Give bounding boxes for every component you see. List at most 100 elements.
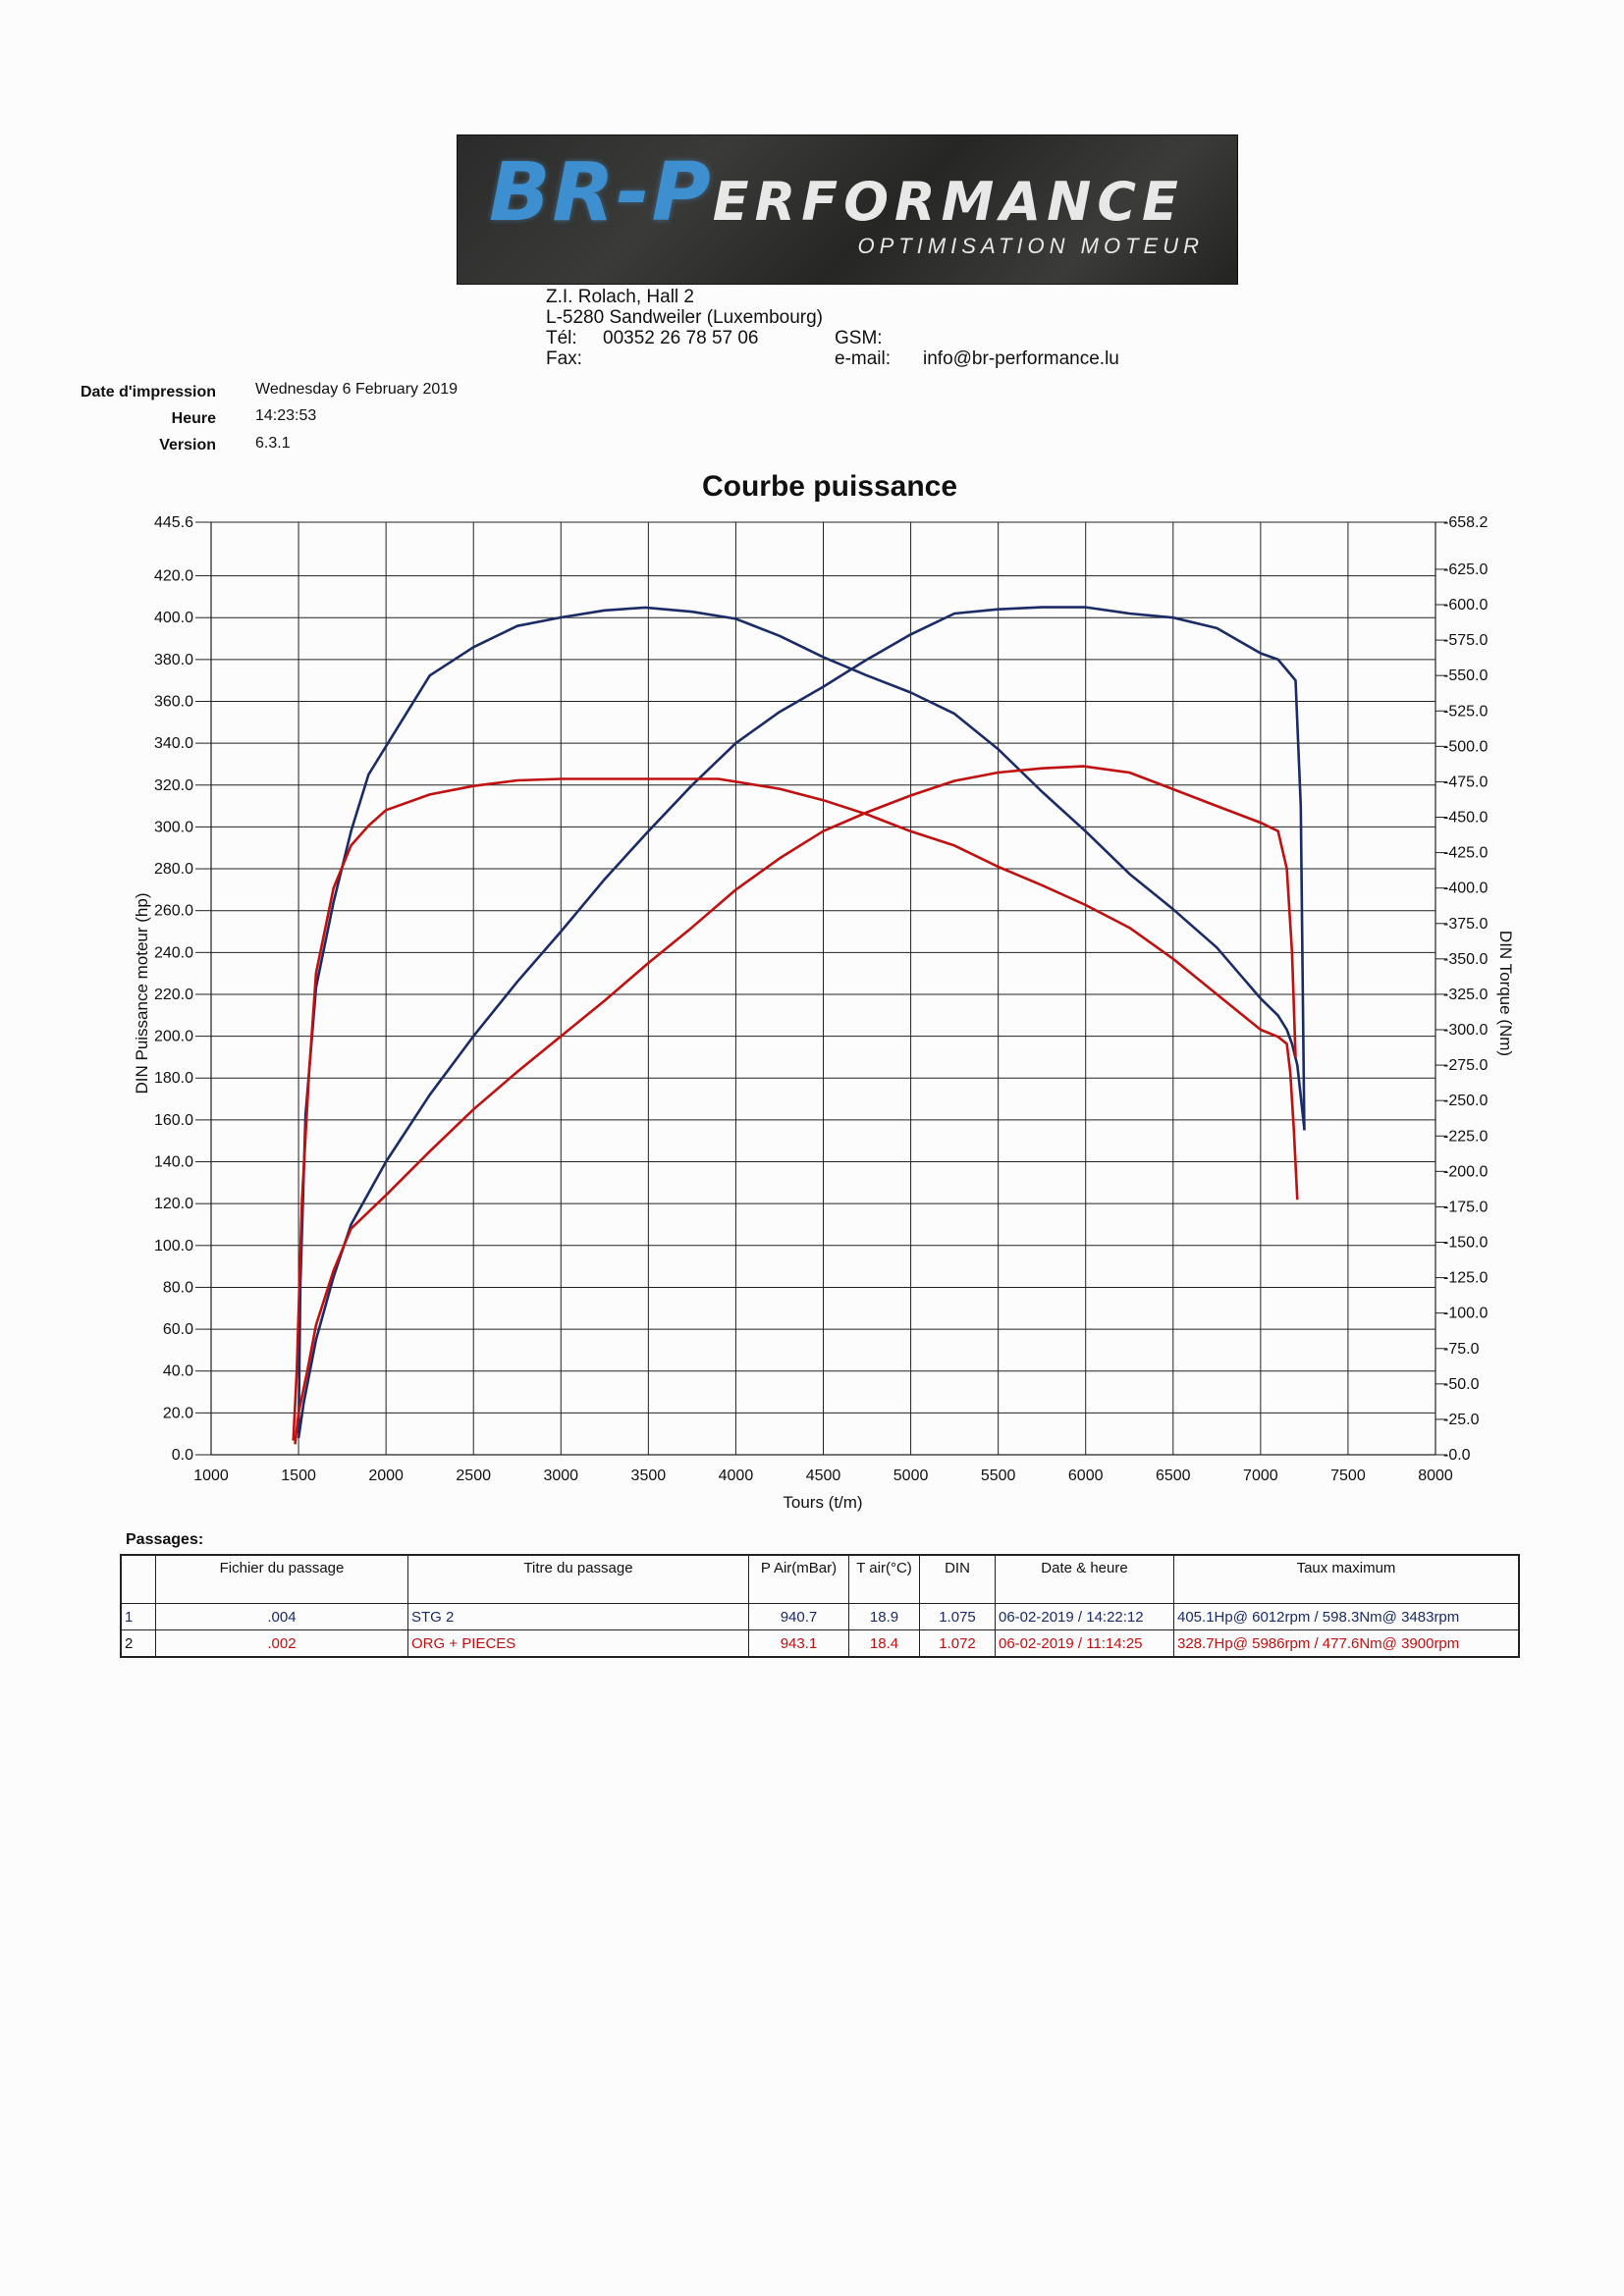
col-file: Fichier du passage	[155, 1554, 408, 1604]
y2-axis-label: DIN Torque (Nm)	[1496, 931, 1515, 1056]
version-value: 6.3.1	[255, 435, 291, 452]
y2-tick-label: -200.0	[1443, 1163, 1488, 1180]
x-tick-label: 7500	[1330, 1468, 1366, 1484]
y2-tick-label: -350.0	[1443, 951, 1488, 968]
row-tair: 18.4	[848, 1629, 920, 1658]
y2-tick-label: -225.0	[1443, 1128, 1488, 1145]
y2-tick-label: -25.0	[1443, 1412, 1480, 1428]
y2-tick-label: -425.0	[1443, 845, 1488, 862]
y-tick-label: 240.0	[154, 944, 193, 961]
x-tick-label: 8000	[1418, 1468, 1453, 1484]
col-title: Titre du passage	[407, 1554, 749, 1604]
x-tick-label: 6500	[1156, 1468, 1191, 1484]
x-tick-label: 5500	[981, 1468, 1016, 1484]
col-din: DIN	[919, 1554, 996, 1604]
row-title: STG 2	[407, 1603, 749, 1630]
col-pair: P Air(mBar)	[748, 1554, 849, 1604]
y2-tick-label: -75.0	[1443, 1341, 1480, 1358]
y2-tick-label: -450.0	[1443, 810, 1488, 827]
y2-tick-label: -375.0	[1443, 916, 1488, 933]
y-tick-label: 20.0	[163, 1405, 193, 1421]
passages-table: Fichier du passage Titre du passage P Ai…	[120, 1554, 1520, 1658]
y2-tick-label: -525.0	[1443, 703, 1488, 720]
logo-wordmark: BR-PERFORMANCE	[489, 146, 1184, 240]
row-pair: 943.1	[748, 1629, 849, 1658]
row-pair: 940.7	[748, 1603, 849, 1630]
chart-title: Courbe puissance	[701, 470, 958, 503]
y-tick-label: 300.0	[154, 819, 193, 835]
y2-tick-label: -275.0	[1443, 1057, 1488, 1074]
y2-tick-label: -125.0	[1443, 1270, 1488, 1287]
y-tick-label: 360.0	[154, 693, 193, 710]
y2-tick-label: -300.0	[1443, 1022, 1488, 1039]
col-datetime: Date & heure	[995, 1554, 1174, 1604]
row-num: 1	[120, 1603, 156, 1630]
row-title: ORG + PIECES	[407, 1629, 749, 1658]
table-header-row: Fichier du passage Titre du passage P Ai…	[120, 1554, 1520, 1604]
time-value: 14:23:53	[255, 407, 317, 424]
y-tick-label: 200.0	[154, 1029, 193, 1045]
y-tick-label: 445.6	[154, 514, 193, 531]
x-tick-label: 2000	[368, 1468, 404, 1484]
y-tick-label: 140.0	[154, 1154, 193, 1171]
y2-tick-label: -50.0	[1443, 1376, 1480, 1393]
x-tick-label: 2500	[456, 1468, 491, 1484]
y2-tick-label: -175.0	[1443, 1199, 1488, 1215]
x-tick-label: 3500	[631, 1468, 667, 1484]
x-axis-label: Tours (t/m)	[783, 1493, 862, 1512]
y-tick-label: 340.0	[154, 735, 193, 752]
y-tick-label: 220.0	[154, 987, 193, 1003]
dyno-chart: 1000 1500 2000 2500 3000 3500 4000 4500 5000 5500…	[133, 514, 1515, 1512]
row-datetime: 06-02-2019 / 11:14:25	[995, 1629, 1174, 1658]
print-date-label: Date d'impression	[80, 384, 216, 400]
address-line-1: Z.I. Rolach, Hall 2	[546, 287, 694, 307]
fax-label: Fax:	[546, 348, 582, 369]
x-tick-label: 4000	[719, 1468, 754, 1484]
y2-tick-label: -625.0	[1443, 561, 1488, 578]
print-date-value: Wednesday 6 February 2019	[255, 381, 459, 398]
row-num: 2	[120, 1629, 156, 1658]
passages-label: Passages:	[126, 1531, 204, 1548]
x-tick-label: 1000	[193, 1468, 229, 1484]
x-tick-label: 1500	[281, 1468, 316, 1484]
y2-tick-label: -500.0	[1443, 738, 1488, 755]
y2-tick-label: -400.0	[1443, 881, 1488, 897]
series-run1-torque-line	[297, 606, 1306, 1434]
y-axis-label: DIN Puissance moteur (hp)	[133, 892, 151, 1094]
y-tick-label: 380.0	[154, 652, 193, 668]
email-label: e-mail:	[835, 348, 892, 369]
x-tick-label: 5000	[893, 1468, 929, 1484]
y-tick-label: 260.0	[154, 903, 193, 920]
table-row: 1 .004 STG 2 940.7 18.9 1.075 06-02-2019…	[120, 1603, 1520, 1630]
series-run2-torque-line	[292, 777, 1299, 1441]
y2-tick-label: -250.0	[1443, 1093, 1488, 1109]
y-tick-label: 0.0	[172, 1447, 193, 1464]
gsm-label: GSM:	[835, 328, 883, 348]
col-tair: T air(°C)	[848, 1554, 920, 1604]
y-tick-label: 400.0	[154, 610, 193, 626]
y2-tick-label: -325.0	[1443, 987, 1488, 1003]
row-datetime: 06-02-2019 / 14:22:12	[995, 1603, 1174, 1630]
company-logo: BR-PERFORMANCE OPTIMISATION MOTEUR	[457, 134, 1238, 285]
y2-tick-label: -0.0	[1443, 1447, 1471, 1464]
y-tick-label: 80.0	[163, 1279, 193, 1296]
y2-tick-label: -150.0	[1443, 1235, 1488, 1252]
row-file: .004	[155, 1603, 408, 1630]
row-din: 1.072	[919, 1629, 996, 1658]
y-tick-label: 120.0	[154, 1196, 193, 1212]
time-label: Heure	[171, 410, 216, 427]
y-tick-label: 40.0	[163, 1363, 193, 1380]
y2-tick-label: -475.0	[1443, 774, 1488, 790]
y-tick-label: 280.0	[154, 861, 193, 878]
table-row: 2 .002 ORG + PIECES 943.1 18.4 1.072 06-…	[120, 1629, 1520, 1658]
tel-value: 00352 26 78 57 06	[603, 328, 759, 348]
y-tick-label: 420.0	[154, 568, 193, 585]
email-value: info@br-performance.lu	[923, 348, 1119, 369]
y2-tick-label: -100.0	[1443, 1306, 1488, 1322]
y2-tick-label: -600.0	[1443, 597, 1488, 614]
row-file: .002	[155, 1629, 408, 1658]
y-tick-label: 100.0	[154, 1238, 193, 1255]
series-run2-power-line	[294, 765, 1297, 1445]
version-label: Version	[159, 437, 216, 454]
y-tick-label: 180.0	[154, 1070, 193, 1087]
